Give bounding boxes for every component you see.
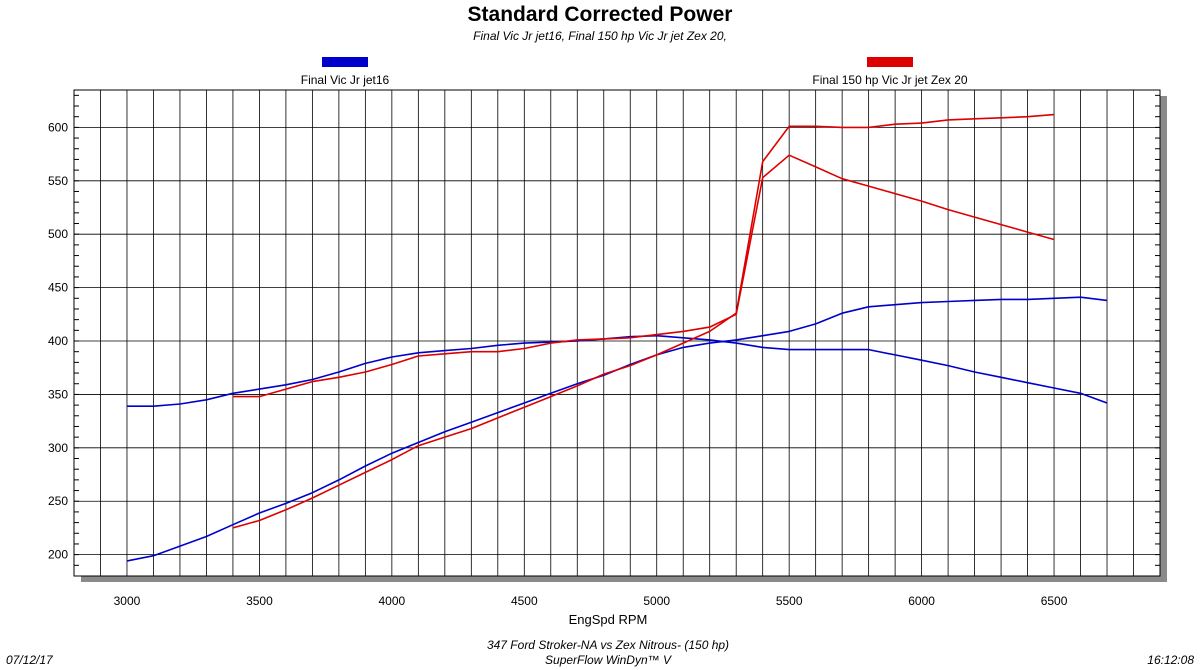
chart-title: Standard Corrected Power (468, 3, 733, 26)
legend-label-red: Final 150 hp Vic Jr jet Zex 20 (812, 73, 968, 87)
y-tick-label: 350 (48, 387, 68, 401)
y-tick-label: 600 (48, 120, 68, 134)
legend-label-blue: Final Vic Jr jet16 (301, 73, 390, 87)
plot-area (73, 89, 1161, 577)
x-tick-label: 6000 (908, 594, 935, 608)
y-tick-label: 250 (48, 494, 68, 508)
footer-time: 16:12:08 (1147, 653, 1194, 667)
x-tick-labels: 3000 3500 4000 4500 5000 5500 6000 6500 (114, 594, 1068, 608)
y-tick-label: 200 (48, 548, 68, 562)
legend-swatch-blue (322, 57, 368, 67)
footer-test-name: 347 Ford Stroker-NA vs Zex Nitrous- (150… (487, 638, 729, 652)
x-tick-label: 4500 (511, 594, 538, 608)
x-tick-label: 3500 (246, 594, 273, 608)
x-tick-label: 6500 (1041, 594, 1068, 608)
y-tick-label: 550 (48, 174, 68, 188)
x-tick-label: 3000 (114, 594, 141, 608)
x-tick-label: 5500 (776, 594, 803, 608)
x-tick-label: 5000 (643, 594, 670, 608)
legend-swatch-red (867, 57, 913, 67)
y-tick-label: 450 (48, 281, 68, 295)
y-tick-label: 500 (48, 227, 68, 241)
chart-subtitle: Final Vic Jr jet16, Final 150 hp Vic Jr … (473, 29, 727, 43)
series-lines (126, 113, 1108, 562)
series-line-red-torque (232, 154, 1055, 398)
y-tick-label: 300 (48, 441, 68, 455)
footer-date: 07/12/17 (6, 653, 54, 667)
y-tick-label: 400 (48, 334, 68, 348)
y-tick-labels: 200 250 300 350 400 450 500 550 600 (48, 120, 68, 561)
x-axis-label: EngSpd RPM (569, 612, 648, 627)
footer-software: SuperFlow WinDyn™ V (545, 653, 672, 667)
series-line-red-power (232, 113, 1055, 529)
x-tick-label: 4000 (379, 594, 406, 608)
grid (74, 90, 1160, 577)
